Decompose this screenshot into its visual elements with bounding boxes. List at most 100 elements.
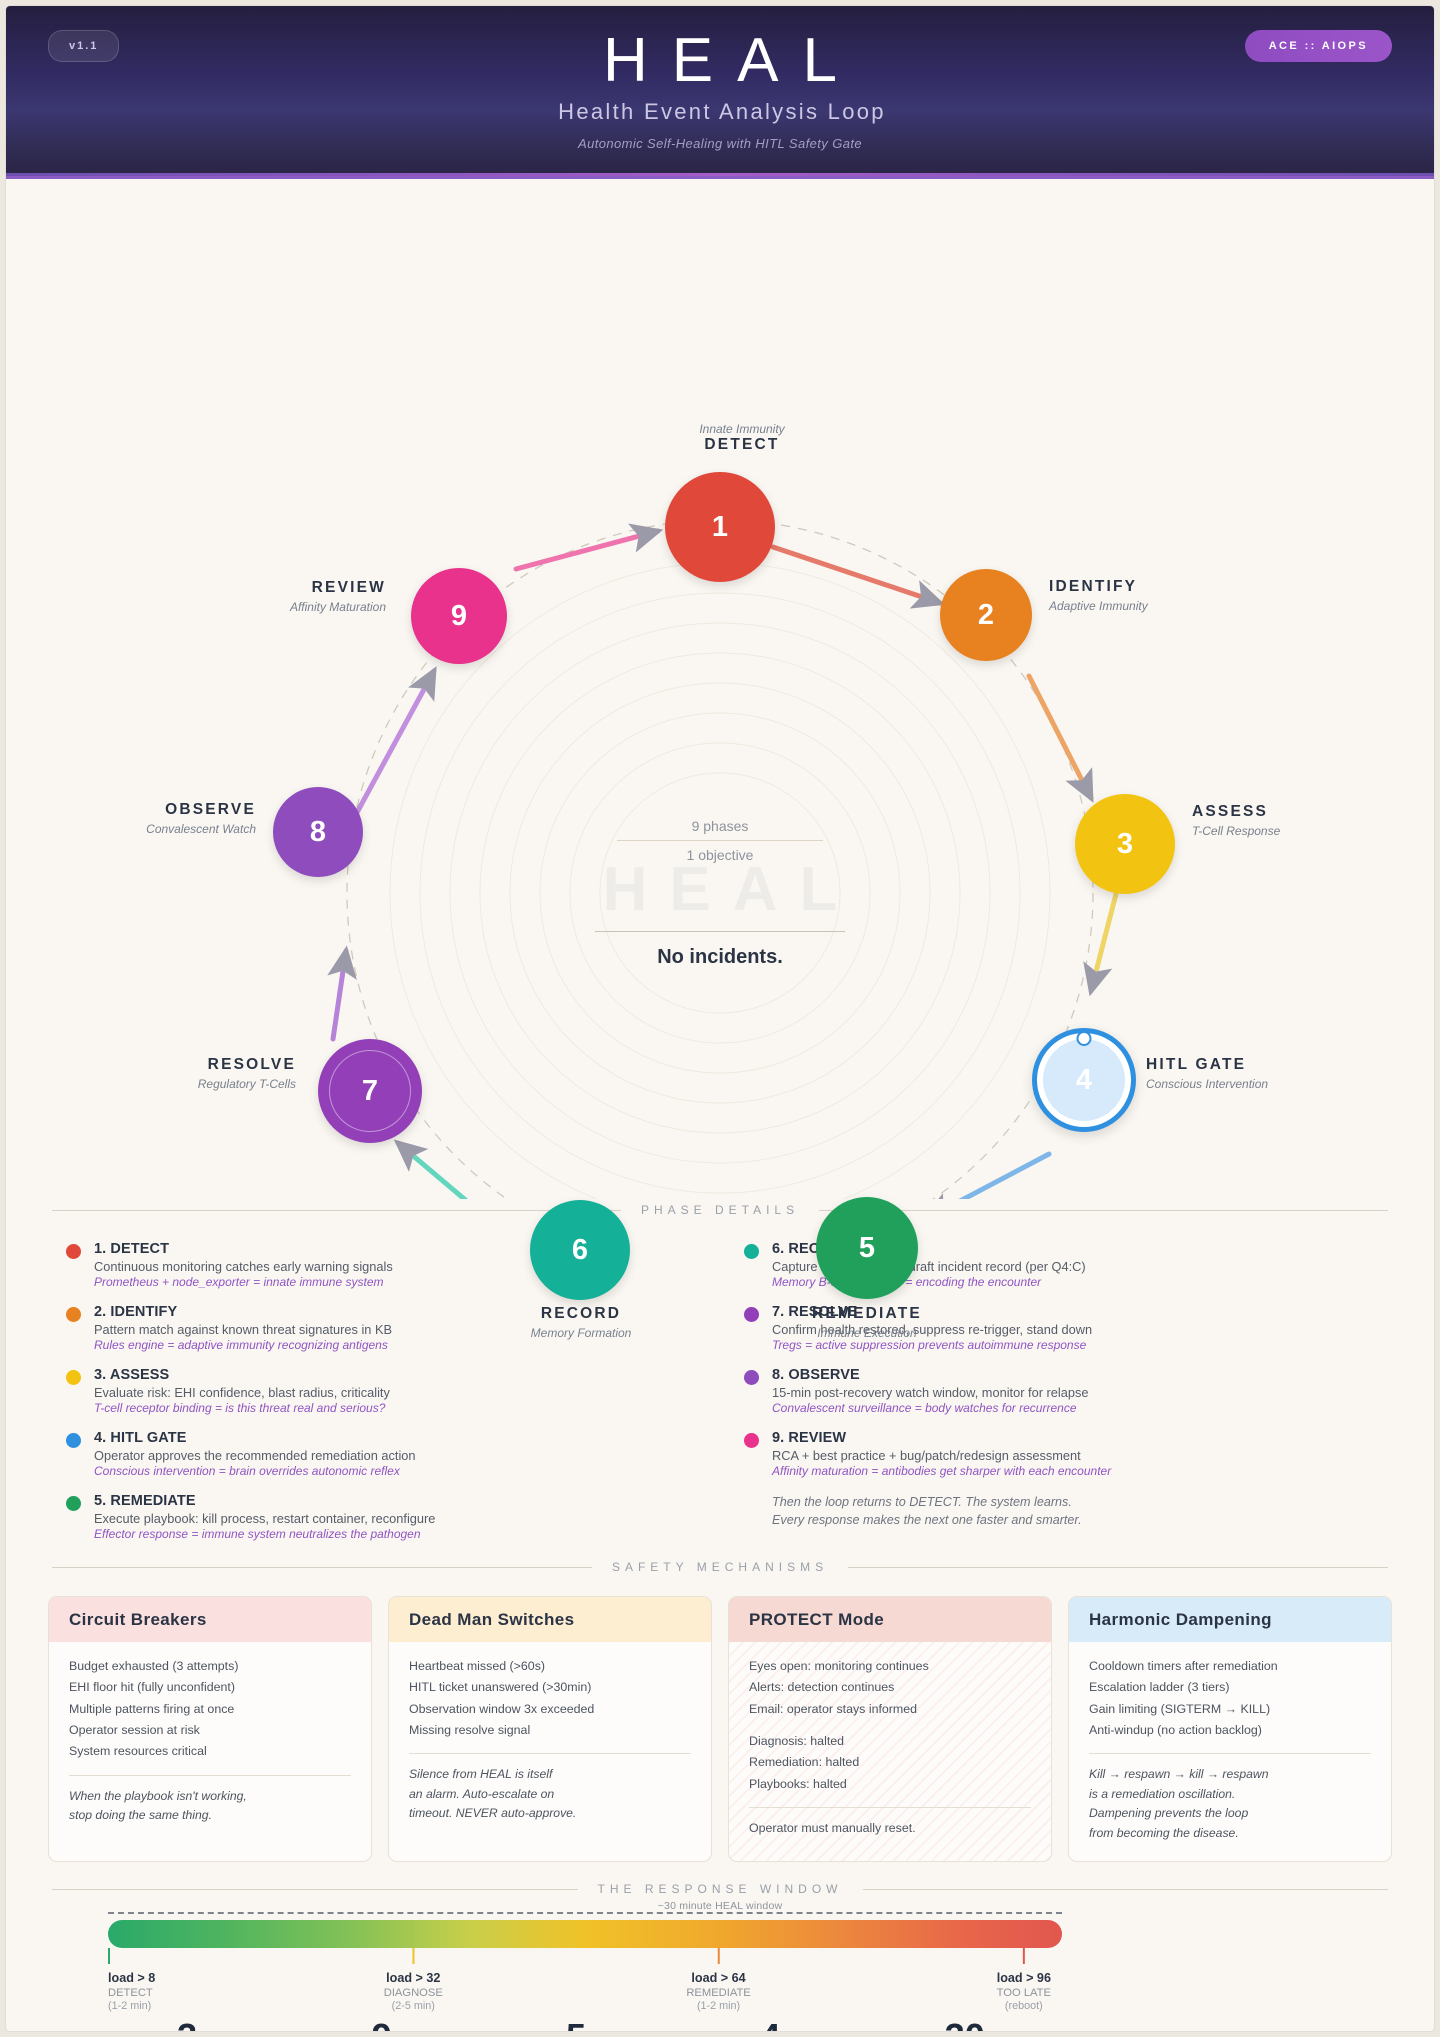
- phase-desc: Pattern match against known threat signa…: [94, 1322, 393, 1337]
- tick-phase: DETECT: [108, 1987, 153, 2000]
- node-sci-assess: T-Cell Response: [1192, 824, 1281, 838]
- phase-dot-icon: [66, 1244, 81, 1259]
- node-detect[interactable]: 1: [665, 472, 775, 582]
- phase-bio: Conscious intervention = brain overrides…: [94, 1464, 400, 1478]
- ghost-watermark: HEAL: [602, 855, 860, 924]
- node-sci-record: Memory Formation: [530, 1326, 632, 1340]
- node-review[interactable]: 9: [411, 568, 507, 664]
- stats-row: 3 Real Incidents Shaped This 9 Loop Phas…: [48, 2018, 1392, 2031]
- node-label-review: REVIEW Affinity Maturation: [136, 579, 386, 614]
- card-harmonic-dampening: Harmonic Dampening Cooldown timers after…: [1068, 1596, 1392, 1863]
- response-window-inner: ~30 minute HEAL window load > 8 DETECT (…: [48, 1900, 1392, 2024]
- phase-desc: Evaluate risk: EHI confidence, blast rad…: [94, 1385, 390, 1400]
- loop-return-note: Then the loop returns to DETECT. The sys…: [744, 1493, 1374, 1530]
- card-body: Heartbeat missed (>60s) HITL ticket unan…: [389, 1642, 711, 1861]
- card-title: PROTECT Mode: [729, 1597, 1051, 1642]
- page-title: HEAL: [603, 26, 861, 95]
- phase-desc: Operator approves the recommended remedi…: [94, 1448, 416, 1463]
- phase-bio: Affinity maturation = antibodies get sha…: [772, 1464, 1112, 1478]
- rule-right: [848, 1566, 1389, 1568]
- header: v1.1 ACE :: AIOPS HEAL Health Event Anal…: [6, 6, 1434, 179]
- node-observe[interactable]: 8: [273, 787, 363, 877]
- section-title-safety: SAFETY MECHANISMS: [611, 1560, 829, 1574]
- card-list-item: Remediation: halted: [749, 1755, 860, 1770]
- loop-connectors: [327, 519, 1119, 1199]
- rule-left: [52, 1888, 578, 1890]
- phase-title: 3. ASSESS: [94, 1367, 170, 1383]
- rule-right: [862, 1888, 1389, 1890]
- node-label-remediate: REMEDIATE Immune Execution: [792, 1305, 942, 1340]
- response-window-caption: ~30 minute HEAL window: [657, 1900, 783, 1913]
- tick-too-late: load > 96 TOO LATE (reboot): [997, 1948, 1051, 2012]
- phase-detail-item: 7. RESOLVE Confirm health restored, supp…: [744, 1304, 1374, 1352]
- card-body: Eyes open: monitoring continues Alerts: …: [729, 1642, 1051, 1862]
- phase-detail-item: 3. ASSESS Evaluate risk: EHI confidence,…: [66, 1367, 696, 1415]
- node-resolve[interactable]: 7: [318, 1039, 422, 1143]
- phase-dot-icon: [66, 1307, 81, 1322]
- node-sci-review: Affinity Maturation: [289, 600, 386, 614]
- tick-time: (reboot): [1004, 2000, 1043, 2013]
- card-list-item: Anti-windup (no action backlog): [1089, 1722, 1262, 1737]
- node-number-identify: 2: [977, 598, 995, 631]
- node-record[interactable]: 6: [530, 1200, 630, 1300]
- node-number-hitl-gate: 4: [1075, 1063, 1093, 1096]
- tick-label: load > 8: [108, 1971, 156, 1986]
- node-number-resolve: 7: [361, 1074, 379, 1107]
- card-list-item: HITL ticket unanswered (>30min): [409, 1680, 592, 1695]
- phase-details-left-column: 1. DETECT Continuous monitoring catches …: [66, 1241, 696, 1556]
- card-list-item: Operator session at risk: [69, 1722, 200, 1737]
- tick-phase: REMEDIATE: [686, 1987, 751, 2000]
- node-name-hitl-gate: HITL GATE: [1146, 1056, 1247, 1073]
- phase-dot-icon: [66, 1496, 81, 1511]
- stat-value: 4: [673, 2018, 867, 2031]
- card-list-item: Eyes open: monitoring continues: [749, 1659, 929, 1673]
- tick-label: load > 32: [386, 1971, 441, 1986]
- stat-value: 30: [868, 2018, 1062, 2031]
- tick-time: (1-2 min): [108, 2000, 152, 2013]
- tick-detect: load > 8 DETECT (1-2 min): [108, 1948, 155, 2012]
- card-divider: [749, 1806, 1031, 1808]
- node-name-assess: ASSESS: [1192, 803, 1269, 820]
- phase-detail-item: 5. REMEDIATE Execute playbook: kill proc…: [66, 1493, 696, 1541]
- node-sci-hitl-gate: Conscious Intervention: [1146, 1077, 1269, 1091]
- card-list-item: Multiple patterns firing at once: [69, 1701, 235, 1716]
- card-title: Dead Man Switches: [389, 1597, 711, 1642]
- card-list-item: Budget exhausted (3 attempts): [69, 1659, 239, 1673]
- page-tagline: Autonomic Self-Healing with HITL Safety …: [578, 136, 862, 152]
- card-list-item: Playbooks: halted: [749, 1776, 847, 1791]
- response-window-block: ~30 minute HEAL window load > 8 DETECT (…: [6, 1896, 1434, 2031]
- stat-objective: 1 objective: [686, 847, 754, 863]
- card-body: Cooldown timers after remediation Escala…: [1069, 1642, 1391, 1861]
- tick-marker-icon: [1022, 1948, 1025, 1965]
- card-divider: [409, 1753, 691, 1755]
- node-number-observe: 8: [309, 815, 327, 848]
- ace-aiops-badge: ACE :: AIOPS: [1244, 30, 1392, 62]
- response-gradient-bar: [108, 1920, 1062, 1949]
- center-divider-1: [617, 840, 823, 841]
- phase-dot-icon: [744, 1370, 759, 1385]
- card-list-item: Heartbeat missed (>60s): [409, 1659, 546, 1673]
- node-hitl-gate[interactable]: 4: [1032, 1028, 1136, 1132]
- card-list-item: EHI floor hit (fully unconfident): [69, 1680, 235, 1695]
- stat-minute-response-window: 30 Minute Response Window: [868, 2018, 1062, 2031]
- center-divider-2: [595, 931, 845, 932]
- card-note-line: When the playbook isn't working,: [69, 1788, 247, 1803]
- card-title: Harmonic Dampening: [1069, 1597, 1391, 1642]
- card-note-line: timeout. NEVER auto-approve.: [409, 1806, 577, 1821]
- phase-bio: Effector response = immune system neutra…: [94, 1527, 421, 1541]
- phase-title: 5. REMEDIATE: [94, 1493, 196, 1509]
- tick-label: load > 64: [691, 1971, 746, 1986]
- section-header-response-window: THE RESPONSE WINDOW: [6, 1882, 1434, 1896]
- node-assess[interactable]: 3: [1075, 794, 1175, 894]
- page-subtitle: Health Event Analysis Loop: [558, 99, 886, 125]
- phase-dot-icon: [744, 1244, 759, 1259]
- node-remediate[interactable]: 5: [816, 1197, 918, 1299]
- node-identify[interactable]: 2: [940, 569, 1032, 661]
- phase-detail-item: 8. OBSERVE 15-min post-recovery watch wi…: [744, 1367, 1374, 1415]
- phase-detail-item: 2. IDENTIFY Pattern match against known …: [66, 1304, 696, 1352]
- card-list-item: Observation window 3x exceeded: [409, 1701, 595, 1716]
- node-sci-detect: Innate Immunity: [699, 422, 785, 436]
- heal-loop-diagram: HEAL 9 phases 1 objective No incidents. …: [6, 179, 1434, 1340]
- phase-bio: Prometheus + node_exporter = innate immu…: [94, 1275, 384, 1289]
- tick-diagnose: load > 32 DIAGNOSE (2-5 min): [384, 1948, 443, 2012]
